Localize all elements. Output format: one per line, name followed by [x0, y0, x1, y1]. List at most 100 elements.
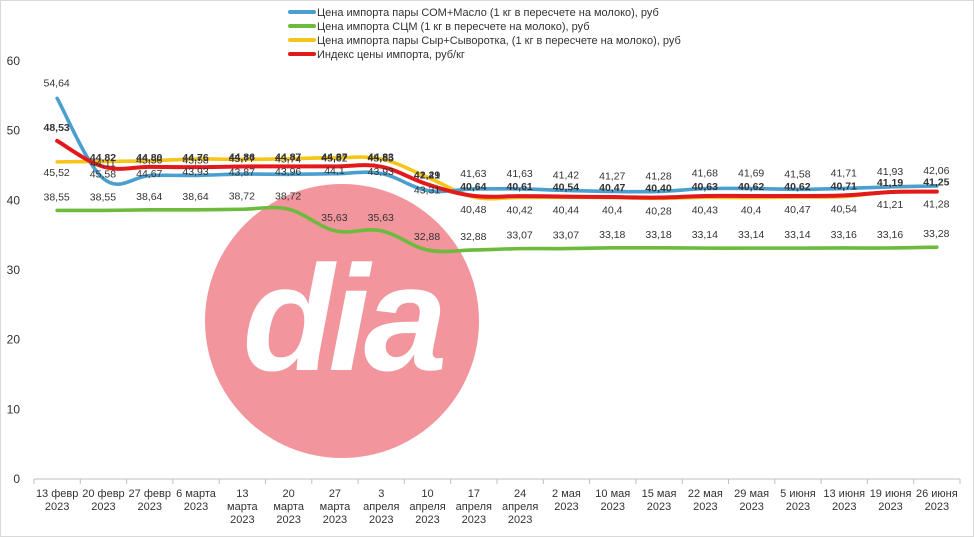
y-tick-label: 50 — [7, 124, 21, 138]
data-label: 40,62 — [784, 181, 810, 193]
x-tick-label: 27 марта 2023 — [320, 488, 351, 526]
data-label: 41,27 — [599, 170, 625, 182]
y-tick-label: 0 — [13, 472, 20, 486]
data-label: 40,42 — [507, 204, 533, 216]
y-tick-label: 30 — [7, 263, 21, 277]
data-label: 33,07 — [553, 230, 579, 242]
x-tick-label: 2 мая 2023 — [552, 488, 581, 513]
series-layer — [55, 96, 939, 254]
data-label: 41,68 — [692, 168, 718, 180]
data-label: 33,14 — [738, 229, 764, 241]
x-tick-label: 17 апреля 2023 — [456, 488, 492, 526]
data-label: 38,55 — [90, 191, 116, 203]
x-tick-label: 20 марта 2023 — [273, 488, 304, 526]
data-label: 41,42 — [553, 169, 579, 181]
data-label: 38,72 — [229, 190, 255, 202]
data-label: 45,82 — [321, 153, 347, 165]
data-label: 38,55 — [44, 191, 70, 203]
data-label: 41,28 — [645, 170, 671, 182]
data-label: 33,16 — [831, 229, 857, 241]
series-line-2 — [55, 205, 939, 254]
legend-entry: Индекс цены импорта, руб/кг — [317, 49, 465, 61]
data-label: 41,63 — [460, 168, 486, 180]
data-label: 41,93 — [877, 166, 903, 178]
data-label: 33,18 — [645, 229, 671, 241]
x-tick-label: 10 мая 2023 — [595, 488, 630, 513]
data-label: 44,82 — [90, 152, 116, 164]
data-label: 44,67 — [136, 168, 162, 180]
data-label: 41,19 — [877, 177, 903, 189]
data-label: 40,43 — [692, 204, 718, 216]
data-label: 44,87 — [275, 151, 301, 163]
x-tick-label: 10 апреля 2023 — [409, 488, 445, 526]
y-tick-label: 20 — [7, 333, 21, 347]
watermark-text: dia — [243, 234, 444, 402]
data-label: 40,54 — [553, 182, 579, 194]
data-label: 38,72 — [275, 190, 301, 202]
data-label: 40,47 — [784, 204, 810, 216]
data-label: 35,63 — [368, 212, 394, 224]
data-label: 44,87 — [321, 151, 347, 163]
legend-entry: Цена импорта СЦМ (1 кг в пересчете на мо… — [317, 21, 590, 33]
data-label: 40,61 — [507, 181, 533, 193]
data-label: 40,44 — [553, 204, 579, 216]
data-label: 40,28 — [645, 205, 671, 217]
x-tick-label: 26 июня 2023 — [916, 488, 958, 513]
data-label: 41,58 — [784, 168, 810, 180]
data-label: 41,69 — [738, 168, 764, 180]
data-label: 40,47 — [599, 182, 625, 194]
data-label: 44,11 — [90, 158, 116, 170]
data-label: 41,25 — [923, 177, 949, 189]
data-label: 35,63 — [321, 212, 347, 224]
data-label: 45,58 — [90, 168, 116, 180]
data-label: 43,93 — [182, 166, 208, 178]
data-labels: 54,64 44,11 45,56 45,58 45,77 45,74 45,82 45,85… — [44, 77, 950, 243]
legend-entry: Цена импорта пары Сыр+Сыворотка, (1 кг в… — [317, 35, 681, 47]
series-line-1 — [55, 96, 939, 194]
data-label: 42,06 — [923, 165, 949, 177]
data-label: 33,18 — [599, 229, 625, 241]
x-tick-label: 6 марта 2023 — [176, 488, 217, 513]
data-label: 48,53 — [44, 122, 70, 134]
x-tick-label: 5 июня 2023 — [780, 488, 816, 513]
data-label: 45,74 — [275, 153, 301, 165]
x-tick-label: 24 апреля 2023 — [502, 488, 538, 526]
data-label: 45,56 — [136, 155, 162, 167]
data-label: 33,28 — [923, 228, 949, 240]
data-label: 41,71 — [831, 167, 857, 179]
data-label: 45,58 — [182, 154, 208, 166]
data-label: 40,48 — [460, 204, 486, 216]
data-label: 40,64 — [460, 181, 486, 193]
data-label: 38,64 — [136, 191, 162, 203]
series-line-4 — [55, 138, 939, 200]
x-tick-label: 22 мая 2023 — [688, 488, 723, 513]
dia-watermark: dia — [205, 184, 479, 458]
legend: Цена импорта пары СОМ+Масло (1 кг в пере… — [288, 7, 681, 61]
y-tick-label: 10 — [7, 402, 21, 416]
data-label: 44,1 — [324, 165, 345, 177]
data-label: 40,63 — [692, 181, 718, 193]
data-label: 32,88 — [414, 231, 440, 243]
data-label: 33,16 — [877, 229, 903, 241]
x-tick-label: 19 июня 2023 — [870, 488, 912, 513]
x-tick-label: 15 мая 2023 — [642, 488, 677, 513]
data-label: 42,29 — [414, 169, 440, 181]
data-label: 41,28 — [923, 198, 949, 210]
x-tick-label: 13 марта 2023 — [227, 488, 258, 526]
data-label: 41,41 — [414, 170, 440, 182]
y-tick-label: 40 — [7, 193, 21, 207]
data-label: 43,96 — [275, 166, 301, 178]
x-tick-label: 20 февр 2023 — [82, 488, 124, 513]
data-label: 40,71 — [831, 180, 857, 192]
legend-entry: Цена импорта пары СОМ+Масло (1 кг в пере… — [317, 7, 659, 19]
data-label: 45,85 — [368, 153, 394, 165]
data-label: 41,21 — [877, 199, 903, 211]
data-label: 54,64 — [44, 77, 70, 89]
data-label: 40,4 — [741, 205, 762, 217]
data-label: 41,63 — [507, 168, 533, 180]
data-label: 40,62 — [738, 181, 764, 193]
data-label: 33,14 — [692, 229, 718, 241]
